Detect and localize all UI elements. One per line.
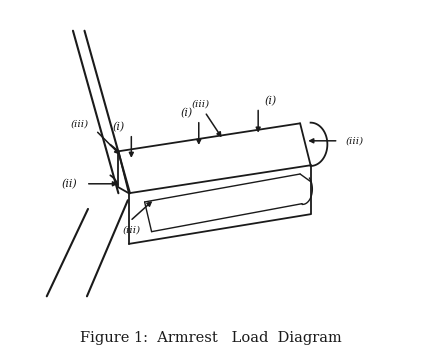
Text: (i): (i): [112, 122, 124, 132]
Text: Figure 1:  Armrest   Load  Diagram: Figure 1: Armrest Load Diagram: [80, 331, 342, 345]
Text: (i): (i): [264, 96, 276, 106]
Text: (iii): (iii): [345, 136, 363, 145]
Text: (iii): (iii): [71, 120, 89, 129]
Text: (iii): (iii): [192, 100, 210, 109]
Text: (i): (i): [181, 108, 193, 118]
Text: (ii): (ii): [62, 179, 77, 189]
Text: (iii): (iii): [122, 225, 141, 234]
